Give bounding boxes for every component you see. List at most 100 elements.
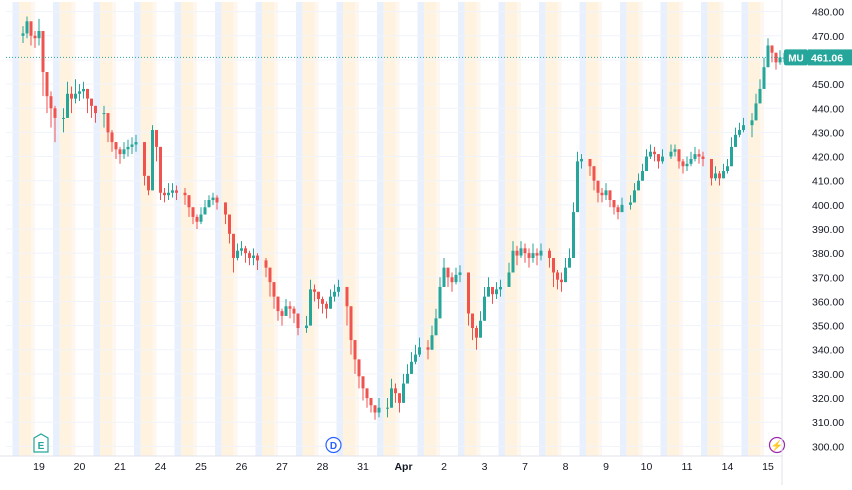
axis-background — [781, 0, 852, 485]
candle-up — [377, 407, 381, 413]
candle-up — [742, 125, 745, 130]
candle-down — [118, 149, 122, 155]
candle-down — [187, 195, 191, 208]
price-tick-label: 450.00 — [812, 79, 844, 91]
candle-down — [560, 279, 563, 283]
candle-up — [211, 197, 215, 201]
price-tick-label: 360.00 — [812, 296, 844, 308]
candle-up — [714, 173, 717, 179]
candle-up — [430, 335, 434, 350]
candle-up — [82, 88, 85, 92]
earnings-marker-shape — [33, 433, 49, 453]
candle-up — [207, 200, 211, 208]
candle-down — [288, 306, 292, 309]
candle-down — [592, 166, 596, 181]
time-tick-label: Apr — [394, 461, 412, 473]
candle-down — [653, 151, 656, 155]
candle-down — [677, 149, 681, 162]
candle-down — [556, 272, 559, 280]
earnings-icon[interactable]: E — [33, 433, 49, 453]
candle-up — [568, 257, 571, 268]
price-tick-label: 340.00 — [812, 345, 844, 357]
candle-down — [215, 197, 219, 203]
candle-up — [758, 88, 762, 104]
candle-up — [410, 361, 413, 374]
time-tick-label: 19 — [33, 461, 45, 473]
price-tick-label: 410.00 — [812, 176, 844, 188]
candle-up — [730, 146, 733, 167]
candle-up — [661, 156, 664, 162]
candle-down — [106, 113, 110, 133]
candle-down — [657, 154, 660, 162]
candle-down — [163, 192, 166, 196]
candle-up — [414, 354, 417, 362]
candle-down — [515, 250, 519, 256]
candle-up — [151, 129, 154, 191]
candle-down — [398, 393, 401, 403]
event-markers: E D ⚡ — [33, 433, 786, 454]
candle-down — [612, 200, 616, 208]
price-tick-label: 430.00 — [812, 127, 844, 139]
time-tick-label: 26 — [236, 461, 248, 473]
candlestick-series — [21, 16, 786, 420]
candle-down — [110, 132, 114, 143]
price-tag — [808, 49, 852, 66]
candle-up — [102, 113, 106, 115]
candle-down — [552, 257, 555, 273]
candle-down — [90, 98, 93, 106]
candle-down — [588, 158, 592, 167]
last-price-badge: MU 461.06 — [784, 49, 852, 66]
split-icon[interactable]: ⚡ — [768, 436, 786, 454]
left-margin — [0, 0, 6, 485]
price-tick-label: 440.00 — [812, 103, 844, 115]
candle-down — [280, 311, 284, 316]
candle-up — [333, 291, 336, 297]
candle-up — [438, 286, 442, 319]
candle-up — [134, 142, 138, 145]
candle-up — [418, 347, 421, 355]
candle-up — [604, 190, 608, 196]
candle-up — [738, 129, 741, 135]
candle-up — [305, 325, 308, 329]
candle-up — [454, 274, 458, 283]
candle-down — [523, 248, 527, 254]
candle-down — [276, 296, 280, 312]
candle-down — [232, 233, 235, 258]
candle-down — [446, 267, 450, 278]
candle-down — [114, 142, 118, 150]
candle-up — [252, 255, 255, 258]
candle-down — [774, 52, 778, 63]
candle-down — [491, 286, 494, 295]
candle-up — [78, 91, 81, 94]
candle-down — [33, 35, 37, 39]
candle-down — [256, 255, 259, 261]
candle-up — [633, 190, 636, 203]
candle-up — [167, 192, 170, 196]
candle-down — [45, 72, 49, 97]
candle-down — [471, 313, 474, 329]
candle-down — [361, 376, 365, 389]
candle-down — [548, 250, 551, 258]
time-tick-label: 10 — [641, 461, 653, 473]
candle-down — [195, 216, 199, 222]
dividend-icon[interactable]: D — [325, 436, 342, 454]
candle-down — [681, 161, 685, 167]
time-tick-label: 15 — [762, 461, 774, 473]
candle-down — [535, 253, 539, 256]
candle-up — [309, 289, 312, 326]
time-tick-label: 20 — [74, 461, 86, 473]
candle-down — [296, 313, 300, 329]
candle-up — [402, 383, 405, 403]
time-tick-label: 31 — [357, 461, 369, 473]
candle-down — [228, 214, 231, 234]
candle-down — [155, 129, 158, 147]
candle-down — [527, 253, 531, 258]
candle-down — [345, 286, 349, 307]
candle-down — [53, 108, 57, 118]
candle-up — [386, 407, 389, 409]
last-price-value: 461.06 — [811, 52, 843, 64]
candle-down — [86, 88, 89, 99]
